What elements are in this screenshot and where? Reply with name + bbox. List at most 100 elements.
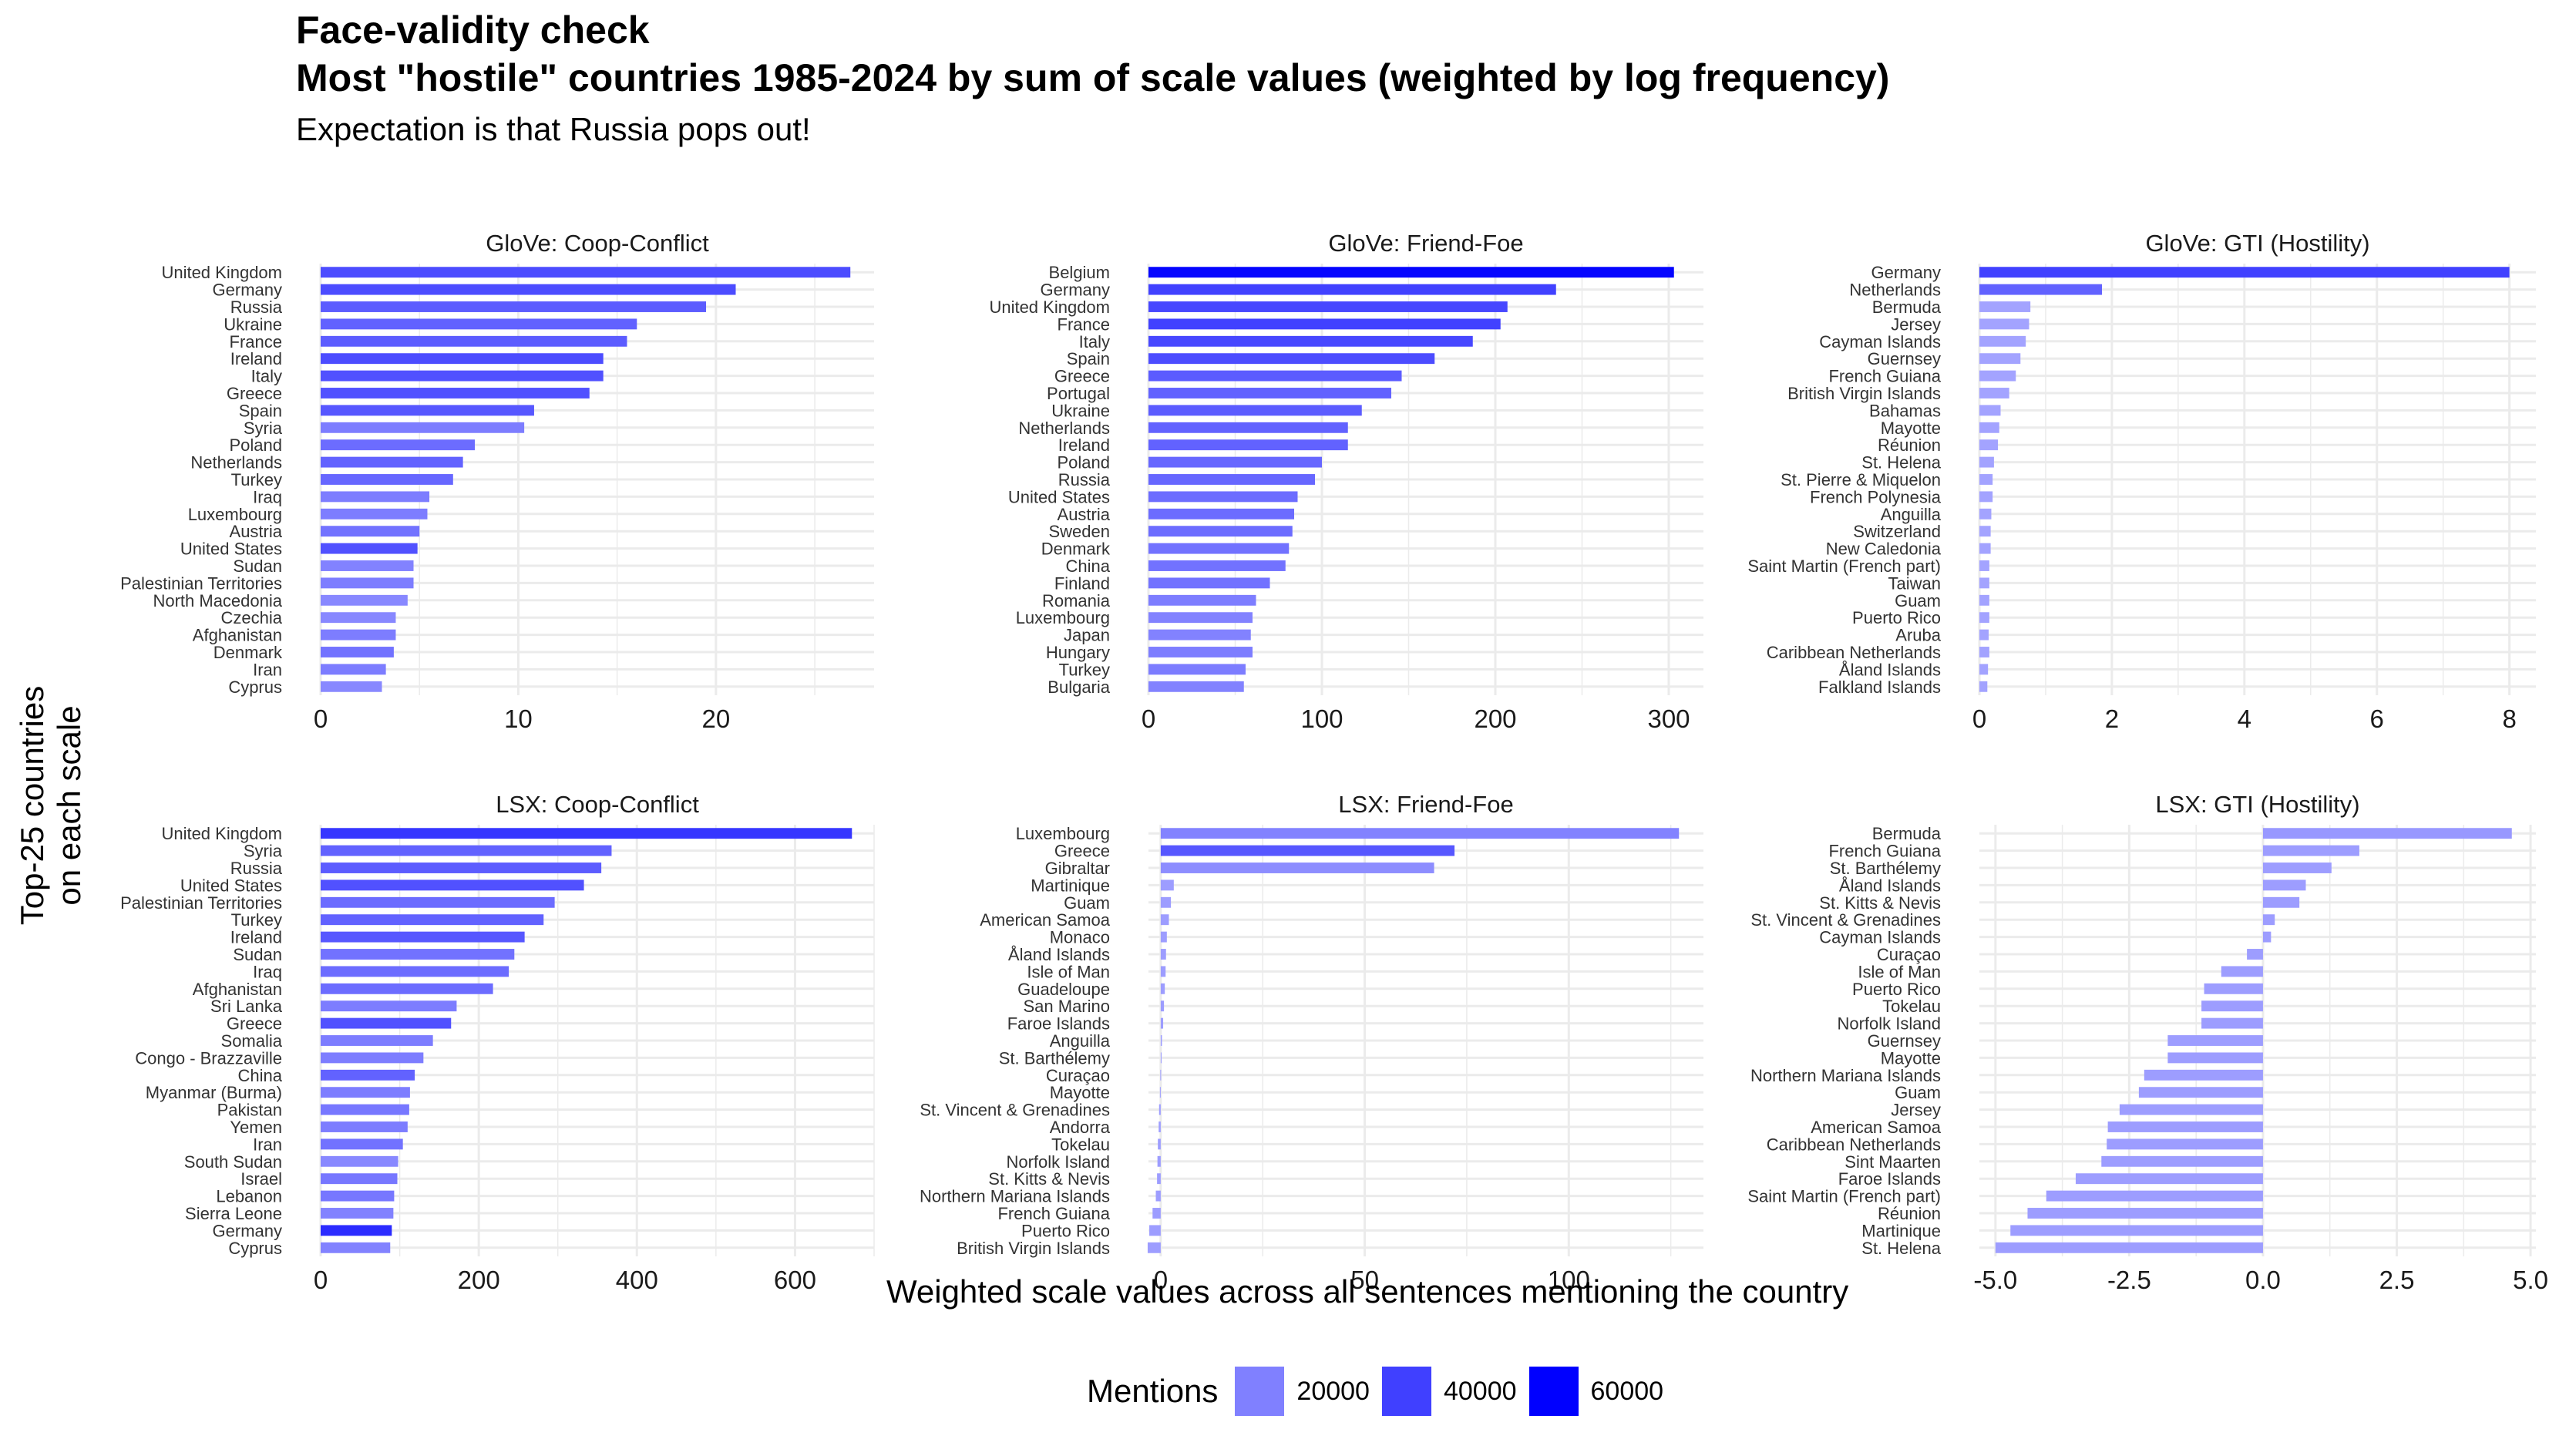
category-label: Tokelau xyxy=(1882,997,1941,1016)
bar xyxy=(2027,1208,2263,1219)
category-label: Ireland xyxy=(230,349,282,368)
chart-subtitle: Expectation is that Russia pops out! xyxy=(296,111,811,147)
category-label: United Kingdom xyxy=(161,824,282,843)
tick-label: 100 xyxy=(1300,704,1343,733)
category-label: Germany xyxy=(1871,263,1941,282)
panel-title: GloVe: Friend-Foe xyxy=(1328,230,1523,257)
panel-title: LSX: GTI (Hostility) xyxy=(2155,791,2359,818)
bar xyxy=(1148,647,1253,657)
category-label: Netherlands xyxy=(1849,281,1941,300)
bar xyxy=(321,914,544,926)
category-label: Cayman Islands xyxy=(1819,928,1941,947)
bar xyxy=(2262,863,2332,873)
bar xyxy=(321,543,418,554)
bar xyxy=(2144,1069,2263,1081)
bar xyxy=(321,863,602,873)
category-label: Anguilla xyxy=(1881,505,1942,524)
category-label: Afghanistan xyxy=(193,626,282,645)
bar xyxy=(321,422,525,433)
bar xyxy=(1148,318,1501,330)
category-label: Turkey xyxy=(231,470,282,489)
category-label: Northern Mariana Islands xyxy=(920,1187,1110,1206)
category-label: Pakistan xyxy=(217,1101,282,1120)
bar xyxy=(1160,1035,1162,1046)
bar xyxy=(1148,560,1286,571)
tick-label: 100 xyxy=(1548,1266,1590,1294)
legend-label: 20000 xyxy=(1296,1376,1370,1406)
category-label: Sierra Leone xyxy=(185,1204,282,1223)
category-label: Isle of Man xyxy=(1027,962,1110,981)
bar xyxy=(2201,1000,2263,1012)
bar xyxy=(1148,526,1293,537)
bar xyxy=(1979,612,1989,624)
bar xyxy=(2107,1121,2263,1132)
tick-label: -5.0 xyxy=(1973,1266,2017,1294)
bar xyxy=(1148,612,1253,624)
category-label: Iran xyxy=(253,1135,282,1154)
category-label: Norfolk Island xyxy=(1837,1014,1941,1034)
panel-title: GloVe: GTI (Hostility) xyxy=(2145,230,2369,257)
category-label: Luxembourg xyxy=(1016,824,1110,843)
bar xyxy=(1148,370,1402,382)
category-label: Israel xyxy=(240,1169,282,1189)
bar xyxy=(1148,664,1246,675)
bar xyxy=(1148,456,1322,468)
legend-swatch xyxy=(1381,1367,1431,1416)
category-label: St. Helena xyxy=(1861,453,1941,472)
bar xyxy=(2167,1035,2263,1046)
category-label: Sint Maarten xyxy=(1844,1152,1941,1172)
category-label: Monaco xyxy=(1050,928,1110,947)
category-label: Spain xyxy=(1067,349,1110,368)
category-label: French Guiana xyxy=(997,1204,1110,1223)
bar xyxy=(321,1242,391,1253)
category-label: Mayotte xyxy=(1881,419,1941,438)
category-label: United States xyxy=(180,540,282,559)
bar xyxy=(1160,966,1166,977)
bar xyxy=(321,526,420,537)
bar xyxy=(321,491,430,503)
bar xyxy=(1979,353,2021,365)
panel-title: GloVe: Coop-Conflict xyxy=(486,230,709,257)
bar xyxy=(2119,1104,2263,1115)
category-label: France xyxy=(230,332,282,351)
category-label: Palestinian Territories xyxy=(120,893,282,913)
category-label: China xyxy=(1066,557,1111,576)
bar xyxy=(321,353,604,365)
bar xyxy=(1160,1000,1165,1012)
category-label: Luxembourg xyxy=(188,505,282,524)
category-label: Ireland xyxy=(230,928,282,947)
category-label: China xyxy=(238,1066,283,1085)
bar xyxy=(1979,318,2029,330)
bar xyxy=(321,1017,452,1029)
bar xyxy=(1979,560,1989,571)
bar xyxy=(1160,863,1434,873)
category-label: Lebanon xyxy=(216,1187,282,1206)
category-label: American Samoa xyxy=(980,910,1111,930)
category-label: San Marino xyxy=(1023,997,1110,1016)
category-label: Guernsey xyxy=(1868,1031,1941,1051)
category-label: Switzerland xyxy=(1853,522,1941,541)
bar xyxy=(2138,1087,2263,1098)
bar xyxy=(1148,335,1473,347)
bar xyxy=(1148,594,1256,606)
bar xyxy=(2262,896,2300,908)
bar xyxy=(321,560,414,571)
category-label: Mayotte xyxy=(1050,1083,1110,1102)
category-label: Poland xyxy=(229,435,282,455)
bar xyxy=(1160,983,1165,994)
bar xyxy=(1979,647,1989,657)
bar xyxy=(1148,353,1435,365)
tick-label: 600 xyxy=(774,1266,816,1294)
category-label: Myanmar (Burma) xyxy=(146,1083,282,1102)
tick-label: 200 xyxy=(458,1266,500,1294)
category-label: Ukraine xyxy=(1051,401,1110,420)
legend-swatch xyxy=(1528,1367,1579,1416)
bar xyxy=(1979,577,1989,589)
category-label: Bermuda xyxy=(1872,824,1942,843)
bar xyxy=(1148,629,1251,641)
category-label: Sudan xyxy=(233,557,282,576)
bar xyxy=(1160,1052,1162,1064)
bar xyxy=(1148,491,1298,503)
category-label: United States xyxy=(180,876,282,895)
bar xyxy=(321,577,414,589)
